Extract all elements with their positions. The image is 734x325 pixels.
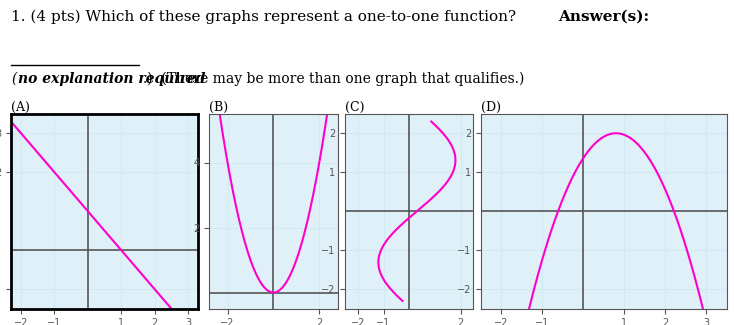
Text: (A): (A) — [11, 101, 30, 114]
Text: Answer(s):: Answer(s): — [558, 10, 649, 24]
Text: (B): (B) — [209, 101, 228, 114]
Text: (C): (C) — [345, 101, 365, 114]
Text: (D): (D) — [481, 101, 501, 114]
Text: 1. (4 pts) Which of these graphs represent a one-to-one function?: 1. (4 pts) Which of these graphs represe… — [11, 10, 526, 24]
Text: .)  (There may be more than one graph that qualifies.): .) (There may be more than one graph tha… — [143, 72, 525, 86]
Text: no explanation required: no explanation required — [18, 72, 206, 85]
Text: (: ( — [11, 72, 16, 85]
